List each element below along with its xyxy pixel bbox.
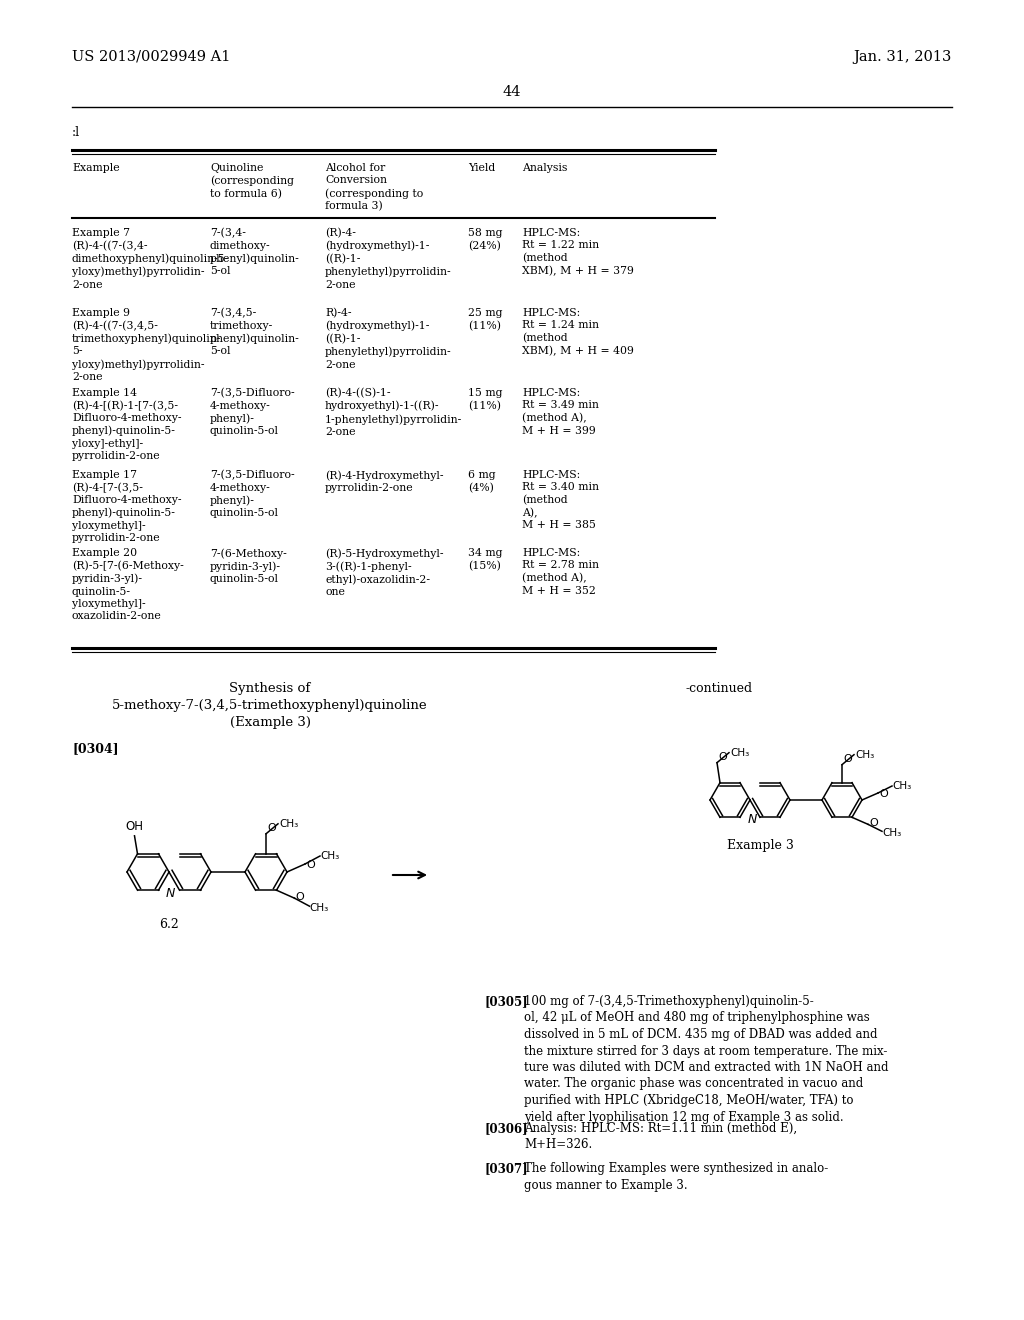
Text: 25 mg
(11%): 25 mg (11%) [468,308,503,331]
Text: N: N [166,887,175,900]
Text: HPLC-MS:
Rt = 3.40 min
(method
A),
M + H = 385: HPLC-MS: Rt = 3.40 min (method A), M + H… [522,470,599,531]
Text: N: N [748,813,757,826]
Text: 44: 44 [503,84,521,99]
Text: Quinoline
(corresponding
to formula 6): Quinoline (corresponding to formula 6) [210,162,294,199]
Text: Example 17
(R)-4-[7-(3,5-
Difluoro-4-methoxy-
phenyl)-quinolin-5-
yloxymethyl]-
: Example 17 (R)-4-[7-(3,5- Difluoro-4-met… [72,470,181,543]
Text: :l: :l [72,125,80,139]
Text: [0304]: [0304] [72,742,119,755]
Text: O: O [306,861,314,870]
Text: [0307]: [0307] [484,1162,527,1175]
Text: 5-methoxy-7-(3,4,5-trimethoxyphenyl)quinoline: 5-methoxy-7-(3,4,5-trimethoxyphenyl)quin… [113,700,428,711]
Text: Yield: Yield [468,162,496,173]
Text: 7-(6-Methoxy-
pyridin-3-yl)-
quinolin-5-ol: 7-(6-Methoxy- pyridin-3-yl)- quinolin-5-… [210,548,287,583]
Text: HPLC-MS:
Rt = 1.22 min
(method
XBM), M + H = 379: HPLC-MS: Rt = 1.22 min (method XBM), M +… [522,228,634,276]
Text: CH₃: CH₃ [882,829,901,838]
Text: O: O [267,822,275,833]
Text: Jan. 31, 2013: Jan. 31, 2013 [854,50,952,63]
Text: CH₃: CH₃ [319,851,339,861]
Text: 7-(3,4,5-
trimethoxy-
phenyl)quinolin-
5-ol: 7-(3,4,5- trimethoxy- phenyl)quinolin- 5… [210,308,300,356]
Text: Analysis: HPLC-MS: Rt=1.11 min (method E),
M+H=326.: Analysis: HPLC-MS: Rt=1.11 min (method E… [524,1122,797,1151]
Text: CH₃: CH₃ [892,781,911,791]
Text: (R)-5-Hydroxymethyl-
3-((R)-1-phenyl-
ethyl)-oxazolidin-2-
one: (R)-5-Hydroxymethyl- 3-((R)-1-phenyl- et… [325,548,443,597]
Text: Example 14
(R)-4-[(R)-1-[7-(3,5-
Difluoro-4-methoxy-
phenyl)-quinolin-5-
yloxy]-: Example 14 (R)-4-[(R)-1-[7-(3,5- Difluor… [72,388,181,461]
Text: -continued: -continued [685,682,752,696]
Text: Example: Example [72,162,120,173]
Text: Alcohol for
Conversion
(corresponding to
formula 3): Alcohol for Conversion (corresponding to… [325,162,423,211]
Text: 7-(3,5-Difluoro-
4-methoxy-
phenyl)-
quinolin-5-ol: 7-(3,5-Difluoro- 4-methoxy- phenyl)- qui… [210,470,295,519]
Text: US 2013/0029949 A1: US 2013/0029949 A1 [72,50,230,63]
Text: O: O [296,892,304,902]
Text: O: O [879,789,888,799]
Text: 100 mg of 7-(3,4,5-Trimethoxyphenyl)quinolin-5-
ol, 42 μL of MeOH and 480 mg of : 100 mg of 7-(3,4,5-Trimethoxyphenyl)quin… [524,995,889,1123]
Text: [0305]: [0305] [484,995,527,1008]
Text: 6 mg
(4%): 6 mg (4%) [468,470,496,492]
Text: Example 20
(R)-5-[7-(6-Methoxy-
pyridin-3-yl)-
quinolin-5-
yloxymethyl]-
oxazoli: Example 20 (R)-5-[7-(6-Methoxy- pyridin-… [72,548,183,622]
Text: HPLC-MS:
Rt = 3.49 min
(method A),
M + H = 399: HPLC-MS: Rt = 3.49 min (method A), M + H… [522,388,599,436]
Text: 7-(3,5-Difluoro-
4-methoxy-
phenyl)-
quinolin-5-ol: 7-(3,5-Difluoro- 4-methoxy- phenyl)- qui… [210,388,295,437]
Text: 58 mg
(24%): 58 mg (24%) [468,228,503,251]
Text: 6.2: 6.2 [159,919,179,931]
Text: 15 mg
(11%): 15 mg (11%) [468,388,503,411]
Text: [0306]: [0306] [484,1122,527,1135]
Text: (Example 3): (Example 3) [229,715,310,729]
Text: Synthesis of: Synthesis of [229,682,310,696]
Text: CH₃: CH₃ [279,818,298,829]
Text: CH₃: CH₃ [309,903,329,913]
Text: The following Examples were synthesized in analo-
gous manner to Example 3.: The following Examples were synthesized … [524,1162,828,1192]
Text: (R)-4-Hydroxymethyl-
pyrrolidin-2-one: (R)-4-Hydroxymethyl- pyrrolidin-2-one [325,470,443,492]
Text: Analysis: Analysis [522,162,567,173]
Text: Example 3: Example 3 [727,840,794,853]
Text: 34 mg
(15%): 34 mg (15%) [468,548,503,570]
Text: CH₃: CH₃ [855,750,874,760]
Text: O: O [718,751,727,762]
Text: Example 7
(R)-4-((7-(3,4-
dimethoxyphenyl)quinolin-5-
yloxy)methyl)pyrrolidin-
2: Example 7 (R)-4-((7-(3,4- dimethoxypheny… [72,228,229,289]
Text: Example 9
(R)-4-((7-(3,4,5-
trimethoxyphenyl)quinolin-
5-
yloxy)methyl)pyrrolidi: Example 9 (R)-4-((7-(3,4,5- trimethoxyph… [72,308,221,381]
Text: OH: OH [126,820,143,833]
Text: 7-(3,4-
dimethoxy-
phenyl)quinolin-
5-ol: 7-(3,4- dimethoxy- phenyl)quinolin- 5-ol [210,228,300,276]
Text: O: O [869,818,878,829]
Text: HPLC-MS:
Rt = 1.24 min
(method
XBM), M + H = 409: HPLC-MS: Rt = 1.24 min (method XBM), M +… [522,308,634,356]
Text: (R)-4-
(hydroxymethyl)-1-
((R)-1-
phenylethyl)pyrrolidin-
2-one: (R)-4- (hydroxymethyl)-1- ((R)-1- phenyl… [325,228,452,290]
Text: (R)-4-((S)-1-
hydroxyethyl)-1-((R)-
1-phenylethyl)pyrrolidin-
2-one: (R)-4-((S)-1- hydroxyethyl)-1-((R)- 1-ph… [325,388,462,437]
Text: R)-4-
(hydroxymethyl)-1-
((R)-1-
phenylethyl)pyrrolidin-
2-one: R)-4- (hydroxymethyl)-1- ((R)-1- phenyle… [325,308,452,370]
Text: CH₃: CH₃ [730,747,750,758]
Text: O: O [843,754,852,764]
Text: HPLC-MS:
Rt = 2.78 min
(method A),
M + H = 352: HPLC-MS: Rt = 2.78 min (method A), M + H… [522,548,599,595]
